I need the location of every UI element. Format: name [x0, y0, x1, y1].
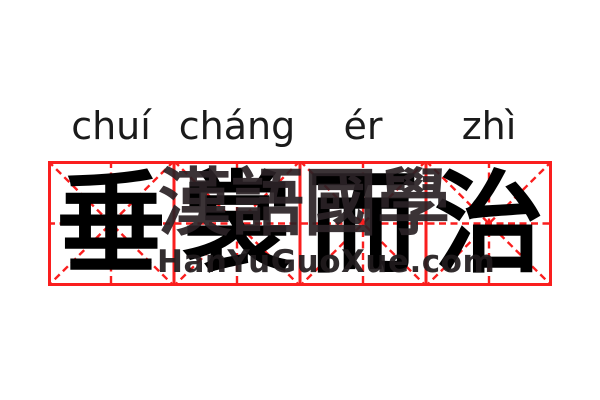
grid-guide-lines [48, 161, 552, 286]
watermark-site-url: HanYuGuoXue.com [157, 244, 496, 280]
mizige-grid [48, 161, 552, 286]
grid-frame [48, 161, 552, 286]
watermark-cjk-text: 漢語國學 [158, 160, 450, 246]
hanzi-char-4: 治 [434, 159, 544, 288]
hanzi-char-1: 垂 [56, 159, 166, 288]
hanzi-char-2: 裳 [182, 159, 292, 288]
pinyin-syllable-1: chuí [71, 104, 151, 148]
hanzi-char-3: 而 [308, 159, 418, 288]
pinyin-syllable-2: cháng [178, 104, 296, 148]
pinyin-syllable-4: zhì [461, 104, 517, 148]
pinyin-syllable-3: ér [343, 104, 383, 148]
